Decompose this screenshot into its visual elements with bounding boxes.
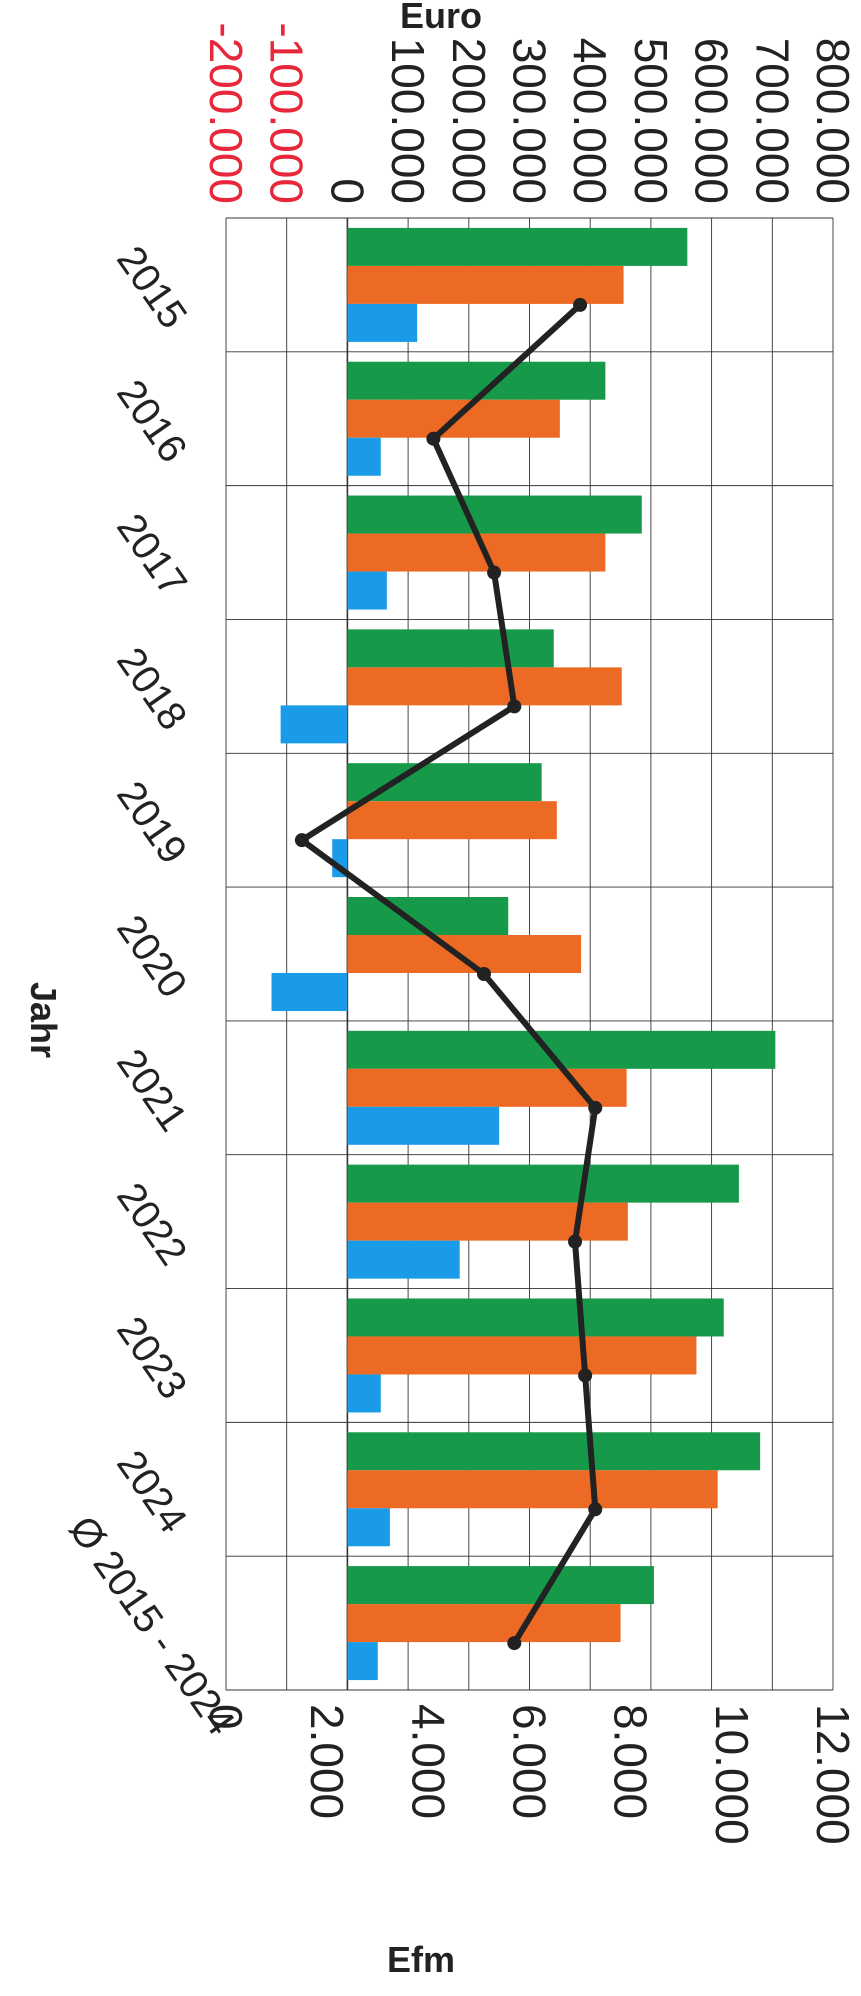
bar-s1-4 <box>347 763 542 802</box>
efm-point-2 <box>487 565 502 580</box>
y2-axis-title: Efm <box>387 1939 455 1980</box>
bar-s3-9 <box>347 1508 390 1547</box>
y-tick-label: 200.000 <box>443 38 495 204</box>
x-tick-label: Ø 2015 - 2024 <box>60 1508 243 1743</box>
bar-s1-2 <box>347 495 642 534</box>
bar-s3-2 <box>347 571 387 610</box>
x-tick-label: 2023 <box>108 1309 195 1407</box>
y-tick-label: 800.000 <box>807 38 859 204</box>
bar-s2-2 <box>347 533 606 572</box>
x-tick-label: 2015 <box>108 238 195 336</box>
bar-s3-1 <box>347 437 381 476</box>
y-axis-tick-labels: 800.000700.000600.000500.000400.000300.0… <box>200 22 859 204</box>
y-tick-label: 400.000 <box>564 38 616 204</box>
x-tick-label: 2017 <box>108 506 195 604</box>
efm-point-7 <box>568 1234 583 1249</box>
x-tick-label: 2021 <box>108 1041 195 1139</box>
bar-s1-0 <box>347 227 688 266</box>
bar-s1-8 <box>347 1298 724 1337</box>
bar-s3-10 <box>347 1642 378 1681</box>
y2-tick-label: 8.000 <box>605 1704 657 1819</box>
y-tick-label: 100.000 <box>382 38 434 204</box>
y2-tick-label: 2.000 <box>301 1704 353 1819</box>
efm-point-9 <box>588 1502 603 1517</box>
bar-s3-3 <box>280 705 348 744</box>
bar-s2-6 <box>347 1068 627 1107</box>
efm-line <box>294 297 603 1651</box>
x-tick-label: 2019 <box>108 774 195 872</box>
y2-tick-label: 12.000 <box>807 1704 859 1845</box>
bar-s2-5 <box>347 935 582 973</box>
efm-point-6 <box>588 1100 603 1115</box>
x-axis-title: Jahr <box>23 982 64 1058</box>
bar-s1-6 <box>347 1030 776 1069</box>
y-tick-label: -200.000 <box>200 22 252 204</box>
bar-s3-5 <box>271 973 348 1011</box>
bar-s2-7 <box>347 1202 628 1241</box>
x-tick-label: 2020 <box>108 907 195 1005</box>
efm-point-10 <box>507 1636 522 1651</box>
x-tick-label: 2022 <box>108 1175 195 1273</box>
efm-point-8 <box>578 1368 593 1383</box>
efm-point-5 <box>476 967 491 981</box>
bar-s2-9 <box>347 1470 718 1509</box>
y-tick-label: 0 <box>321 178 373 204</box>
rotated-chart: 800.000700.000600.000500.000400.000300.0… <box>23 0 859 1980</box>
efm-point-4 <box>294 833 309 848</box>
x-tick-label: 2018 <box>108 640 195 738</box>
y2-tick-label: 6.000 <box>504 1704 556 1819</box>
x-tick-label: 2024 <box>108 1443 195 1541</box>
bar-s2-3 <box>347 667 622 706</box>
y-tick-label: 600.000 <box>686 38 738 204</box>
y-tick-label: -100.000 <box>261 22 313 204</box>
bar-s2-10 <box>347 1604 621 1643</box>
y2-tick-label: 4.000 <box>402 1704 454 1819</box>
bar-s1-3 <box>347 629 554 668</box>
y-tick-label: 500.000 <box>625 38 677 204</box>
y2-axis-tick-labels: 12.000 10.000 8.000 6.000 4.000 2.000 0 <box>200 1704 859 1845</box>
y-tick-label: 300.000 <box>504 38 556 204</box>
bar-s2-0 <box>347 265 624 304</box>
bar-s3-6 <box>347 1106 500 1145</box>
x-tick-label: 2016 <box>108 372 195 470</box>
y-axis-title: Euro <box>400 0 482 36</box>
bar-s2-8 <box>347 1336 697 1375</box>
bar-s1-10 <box>347 1566 654 1605</box>
y-tick-label: 700.000 <box>746 38 798 204</box>
efm-point-1 <box>426 431 441 446</box>
efm-point-0 <box>573 297 588 312</box>
efm-point-3 <box>507 699 522 714</box>
y2-tick-label: 10.000 <box>706 1704 758 1845</box>
bar-s3-7 <box>347 1240 460 1279</box>
bars <box>271 227 776 1681</box>
bar-s2-4 <box>347 801 557 840</box>
bar-s1-7 <box>347 1164 739 1203</box>
y2-tick-label: 0 <box>200 1704 252 1730</box>
bar-s3-0 <box>347 303 418 342</box>
bar-s1-1 <box>347 361 606 400</box>
bar-s3-8 <box>347 1374 381 1413</box>
x-axis-tick-labels: 2015 2016 2017 2018 2019 2020 2021 2022 2023 2024… <box>60 238 243 1743</box>
bar-s1-9 <box>347 1432 761 1471</box>
